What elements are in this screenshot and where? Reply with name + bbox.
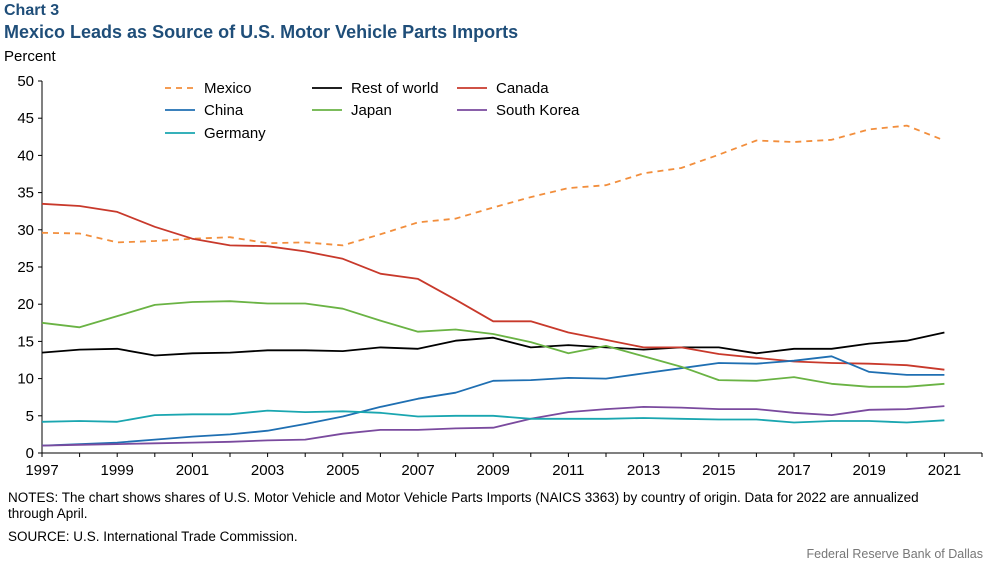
line-chart: 0 5 10 15 20 25 30 35 40 45 50 1997 1999 2001 2003 2005… — [17, 73, 983, 479]
legend-label-germany: Germany — [204, 125, 266, 142]
x-tick-label: 2005 — [326, 462, 359, 479]
x-tick-label: 2019 — [853, 462, 886, 479]
x-tick-label: 2013 — [627, 462, 660, 479]
series-line-south-korea — [41, 405, 945, 447]
y-tick-label: 50 — [17, 73, 34, 90]
series-line-germany — [41, 409, 945, 424]
y-tick-label: 0 — [26, 445, 34, 462]
chart-source: SOURCE: U.S. International Trade Commiss… — [8, 529, 298, 544]
x-tick-label: 2017 — [777, 462, 810, 479]
chart-axes: 0 5 10 15 20 25 30 35 40 45 50 1997 1999 2001 2003 2005… — [17, 73, 983, 479]
chart-title: Mexico Leads as Source of U.S. Motor Veh… — [4, 22, 519, 42]
legend-label-rest-of-world: Rest of world — [351, 80, 439, 97]
series-line-mexico — [41, 124, 945, 247]
y-tick-label: 40 — [17, 147, 34, 164]
chart-notes: NOTES: The chart shows shares of U.S. Mo… — [8, 490, 919, 521]
y-tick-label: 20 — [17, 296, 34, 313]
y-tick-label: 15 — [17, 333, 34, 350]
series-line-japan — [41, 300, 945, 388]
legend-label-china: China — [204, 102, 244, 119]
x-tick-label: 1997 — [25, 462, 58, 479]
x-tick-label: 2021 — [928, 462, 961, 479]
x-tick-label: 2007 — [401, 462, 434, 479]
legend-label-south-korea: South Korea — [496, 102, 580, 119]
y-tick-label: 30 — [17, 222, 34, 239]
y-tick-label: 35 — [17, 185, 34, 202]
chart-series-lines — [41, 124, 945, 447]
chart-credit: Federal Reserve Bank of Dallas — [806, 547, 983, 561]
y-tick-label: 5 — [26, 408, 34, 425]
x-tick-label: 2015 — [702, 462, 735, 479]
y-tick-label: 10 — [17, 371, 34, 388]
chart-legend: Mexico Rest of world Canada China Japan South… — [165, 80, 580, 142]
y-axis-unit-label: Percent — [4, 48, 56, 65]
legend-label-mexico: Mexico — [204, 80, 252, 97]
chart-number: Chart 3 — [4, 2, 60, 19]
x-tick-label: 2001 — [176, 462, 209, 479]
legend-label-canada: Canada — [496, 80, 549, 97]
legend-label-japan: Japan — [351, 102, 392, 119]
x-tick-label: 2009 — [477, 462, 510, 479]
x-tick-label: 2011 — [552, 462, 584, 479]
x-tick-label: 1999 — [101, 462, 134, 479]
y-tick-label: 25 — [17, 259, 34, 276]
y-tick-label: 45 — [17, 110, 34, 127]
series-line-canada — [41, 202, 945, 371]
series-line-rest-of-world — [41, 331, 945, 357]
x-tick-label: 2003 — [251, 462, 284, 479]
series-line-china — [41, 355, 945, 447]
